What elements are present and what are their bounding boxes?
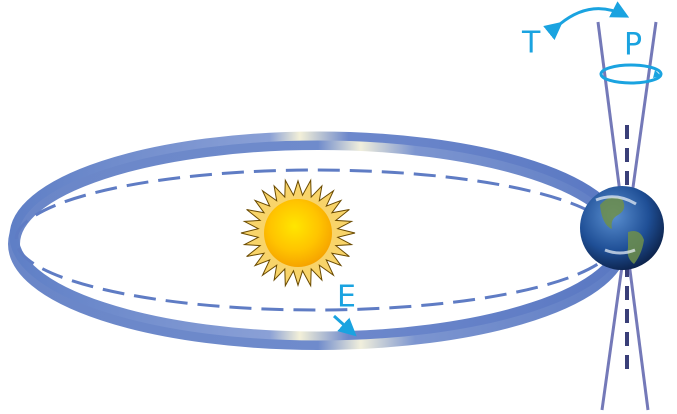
- eccentricity-arrow: [332, 314, 357, 337]
- precession-arrow: [599, 63, 663, 85]
- arrowhead: [653, 70, 661, 78]
- sun: [264, 199, 332, 267]
- tilt-label: T: [521, 26, 541, 61]
- continents: [600, 197, 644, 264]
- precession-label: P: [624, 28, 642, 63]
- tilt-arrow: [543, 1, 630, 41]
- eccentricity-label: E: [337, 280, 356, 315]
- clouds: [595, 195, 637, 255]
